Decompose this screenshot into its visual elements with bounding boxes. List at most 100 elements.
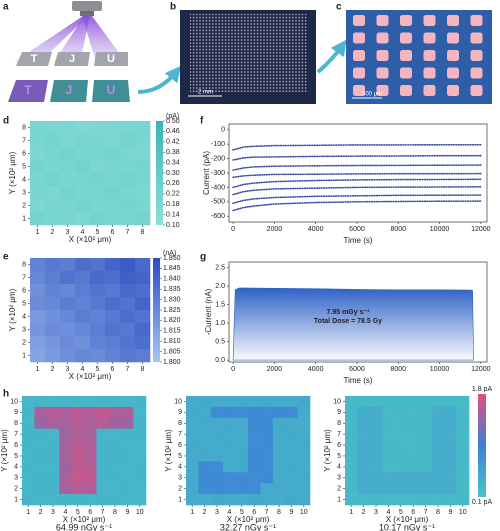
pad [470, 50, 483, 61]
x-tick-label: 1 [349, 509, 353, 516]
heatmap-cell [260, 461, 274, 473]
heatmap-cell [444, 461, 457, 473]
heatmap-cell [90, 336, 106, 350]
heatmap-cell [59, 483, 72, 495]
heatmap-cell [59, 439, 72, 451]
heatmap-cell [108, 483, 122, 495]
x-tick-label: 4 [386, 509, 390, 516]
x-tick-label: 5 [96, 366, 100, 373]
x-tick-label: 12000 [471, 226, 491, 233]
pad [470, 85, 483, 96]
heatmap-cell [120, 297, 136, 311]
heatmap-cell [260, 439, 274, 451]
y-tick-label: 1 [178, 496, 182, 503]
series-line [232, 164, 482, 171]
heatmap-cell [45, 121, 61, 135]
heatmap-cell [235, 461, 249, 473]
heatmap-cell [45, 173, 61, 187]
heatmap-cell [297, 417, 311, 429]
y-tick-label: 1 [337, 496, 341, 503]
heatmap-cell [22, 450, 35, 462]
heatmap-cell [198, 450, 212, 462]
x-tick-label: 4 [63, 509, 67, 516]
heatmap-cell [431, 406, 445, 419]
heatmap-cell [22, 417, 35, 429]
heatmap-cell [120, 134, 136, 148]
x-tick-label: 0 [231, 366, 235, 373]
heatmap-cell [121, 428, 134, 440]
heatmap-cell [105, 323, 121, 337]
heatmap-cell [96, 461, 110, 473]
heatmap-cell [30, 134, 46, 148]
series-line [232, 144, 482, 151]
y-tick-label: 4 [337, 464, 341, 471]
mask-letter: J [69, 53, 75, 65]
pad [447, 15, 459, 26]
heatmap-cell [186, 406, 199, 419]
heatmap-cell [345, 472, 358, 484]
heatmap-cell [210, 406, 224, 419]
heatmap-cell [75, 186, 91, 200]
heatmap-cell [223, 406, 236, 419]
heatmap-cell [30, 323, 46, 337]
x-tick-label: 10000 [430, 366, 450, 373]
heatmap-cell [345, 428, 358, 440]
heatmap-cell [84, 428, 97, 440]
heatmap-cell [121, 494, 134, 506]
heatmap-cell [105, 212, 121, 226]
x-tick-label: 2 [39, 509, 43, 516]
heatmap-cell [345, 417, 358, 429]
colorbar-label: 1.800 [163, 359, 181, 366]
plot-frame [228, 261, 488, 363]
panel-label: h [3, 389, 9, 400]
heatmap-cell [260, 472, 274, 484]
heatmap-cell [456, 450, 470, 462]
heatmap-cell [90, 310, 106, 324]
heatmap-cell [120, 212, 136, 226]
heatmap-cell [456, 396, 470, 408]
heatmap-cell [419, 494, 433, 506]
heatmap-cell [108, 472, 122, 484]
y-tick-label: 2.5 [215, 264, 225, 271]
colorbar-label: 1.820 [163, 317, 181, 324]
heatmap-cell [135, 173, 151, 187]
pad [400, 50, 412, 61]
x-tick-label: 7 [265, 509, 269, 516]
y-tick-label: 1 [14, 496, 18, 503]
y-tick-label: 8 [22, 261, 26, 268]
y-tick-label: 6 [22, 287, 26, 294]
x-axis-label: X (×10² μm) [63, 515, 106, 524]
heatmap-cell [382, 417, 395, 429]
heatmap-cell [45, 336, 61, 350]
colorbar-label: 1.830 [163, 296, 181, 303]
pad [376, 15, 389, 26]
heatmap-cell [60, 186, 76, 200]
pad [353, 50, 365, 61]
heatmap-cell [297, 396, 311, 408]
heatmap-cell [357, 494, 371, 506]
pad [470, 32, 483, 44]
y-tick-label: 0.5 [215, 338, 225, 345]
heatmap-cell [75, 199, 91, 213]
heatmap-cell [235, 494, 249, 506]
x-tick-label: 8 [113, 509, 117, 516]
heatmap-cell [108, 494, 122, 506]
heatmap-cell [248, 406, 261, 419]
x-tick-label: 10000 [430, 226, 450, 233]
heatmap-cell [121, 417, 134, 429]
x-tick-label: 5 [240, 509, 244, 516]
y-tick-label: 9 [14, 409, 18, 416]
heatmap-cell [71, 450, 85, 462]
y-tick-label: 3 [14, 475, 18, 482]
heatmap-cell [46, 461, 60, 473]
x-tick-label: 4000 [308, 226, 324, 233]
heatmap-cell [75, 212, 91, 226]
panel-label: b [170, 2, 176, 13]
heatmap-cell [75, 173, 91, 187]
heatmap-cell [394, 494, 408, 506]
heatmap-cell [407, 396, 420, 408]
heatmap-cell [121, 483, 134, 495]
heatmap-cell [456, 494, 470, 506]
x-tick-label: 8 [141, 366, 145, 373]
pixel-array [190, 14, 308, 92]
